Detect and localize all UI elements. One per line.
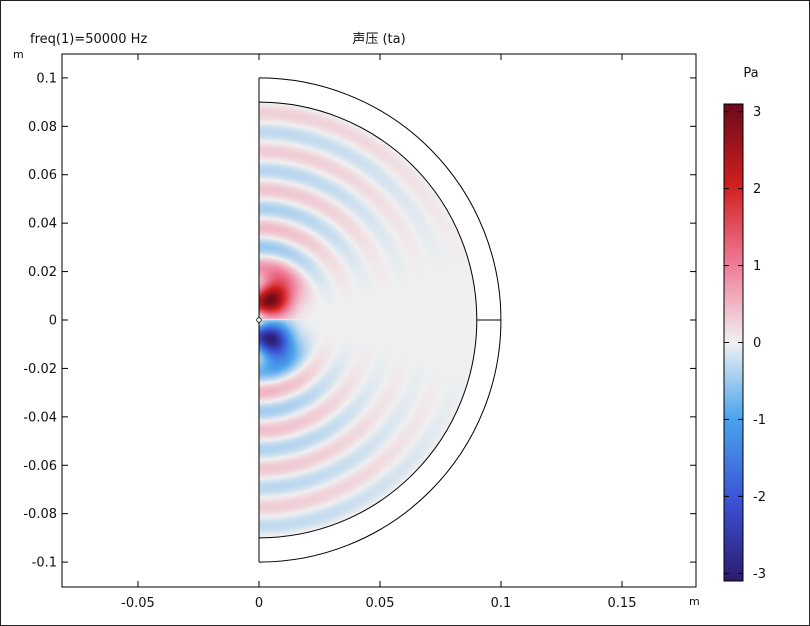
y-tick-label: -0.06 bbox=[23, 459, 57, 474]
parameter-label: freq(1)=50000 Hz bbox=[30, 32, 147, 47]
colorbar: Pa 3 2 1 0 -1 -2 -3 bbox=[723, 66, 766, 582]
colorbar-tick-label: -2 bbox=[753, 490, 766, 505]
colorbar-ticks: 3 2 1 0 -1 -2 -3 bbox=[724, 105, 766, 582]
colorbar-tick-label: -3 bbox=[753, 567, 766, 582]
colorbar-tick-label: 2 bbox=[753, 182, 761, 197]
y-tick-label: 0 bbox=[49, 314, 57, 329]
colorbar-tick-label: -1 bbox=[753, 413, 766, 428]
y-tick-label: -0.02 bbox=[23, 362, 57, 377]
y-axis-ticks: 0.1 0.08 0.06 0.04 0.02 0 -0.02 -0.04 -0.06 -0.08… bbox=[23, 71, 696, 571]
y-tick-label: 0.1 bbox=[36, 71, 57, 86]
plot-title: 声压 (ta) bbox=[352, 32, 405, 47]
plot-area bbox=[61, 53, 697, 588]
source-point bbox=[256, 317, 262, 323]
x-tick-label: 0.1 bbox=[491, 596, 512, 611]
x-tick-label: 0 bbox=[255, 596, 263, 611]
colorbar-tick-label: 1 bbox=[753, 259, 761, 274]
y-tick-label: -0.08 bbox=[23, 507, 57, 522]
y-axis-unit: m bbox=[13, 48, 24, 61]
colorbar-tick-label: 0 bbox=[753, 336, 761, 351]
x-tick-label: -0.05 bbox=[121, 596, 155, 611]
x-tick-label: 0.15 bbox=[608, 596, 637, 611]
y-tick-label: 0.04 bbox=[28, 217, 57, 232]
y-tick-label: 0.06 bbox=[28, 168, 57, 183]
y-tick-label: -0.04 bbox=[23, 410, 57, 425]
y-tick-label: 0.02 bbox=[28, 265, 57, 280]
y-tick-label: -0.1 bbox=[32, 556, 57, 571]
pressure-field-image bbox=[259, 101, 479, 540]
x-axis-unit: m bbox=[689, 595, 700, 608]
x-tick-label: 0.05 bbox=[366, 596, 395, 611]
colorbar-unit: Pa bbox=[743, 66, 758, 81]
y-tick-label: 0.08 bbox=[28, 120, 57, 135]
x-axis-ticks: -0.05 0 0.05 0.1 0.15 bbox=[121, 54, 636, 611]
colorbar-tick-label: 3 bbox=[753, 105, 761, 120]
